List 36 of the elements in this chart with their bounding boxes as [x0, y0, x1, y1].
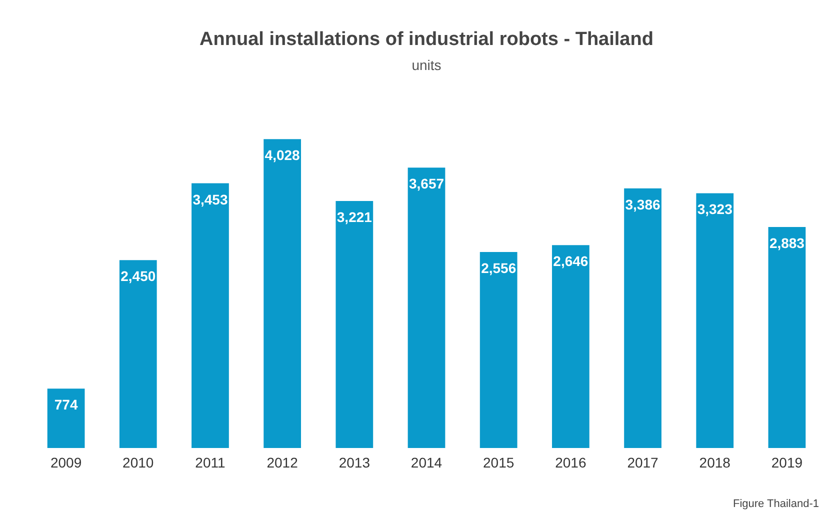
x-tick-label: 2016 — [555, 454, 586, 470]
x-tick-label: 2019 — [771, 454, 803, 470]
x-tick-label: 2010 — [122, 454, 154, 470]
data-label: 3,657 — [408, 176, 444, 192]
x-tick-label: 2015 — [483, 454, 514, 470]
bar — [480, 252, 518, 448]
bar — [192, 183, 229, 448]
bar — [624, 188, 662, 448]
bar — [408, 168, 446, 448]
x-tick-label: 2013 — [338, 454, 370, 470]
bar — [264, 139, 302, 448]
data-label: 3,453 — [192, 191, 228, 208]
bar — [768, 226, 806, 448]
data-label: 3,323 — [697, 201, 733, 218]
bar — [119, 260, 157, 448]
data-label: 2,450 — [120, 268, 156, 284]
data-label: 2,646 — [553, 253, 588, 270]
text: Figure Thailand-1 — [732, 498, 819, 510]
bar — [336, 201, 374, 448]
chart-subtitle: units — [412, 57, 442, 73]
data-label: 4,028 — [264, 147, 300, 164]
chart-title: Annual installations of industrial robots - Thailand — [200, 29, 654, 50]
bar — [552, 245, 590, 448]
data-label: 774 — [54, 396, 78, 413]
x-tick-label: 2018 — [699, 454, 731, 470]
x-tick-label: 2014 — [410, 454, 442, 470]
bar — [47, 388, 85, 448]
x-tick-label: 2012 — [266, 454, 298, 470]
bar — [696, 193, 734, 448]
data-label: 3,221 — [336, 209, 372, 226]
x-tick-label: 2009 — [50, 454, 82, 470]
x-tick-label: 2017 — [627, 454, 659, 470]
data-label: 3,386 — [625, 196, 660, 212]
x-tick-label: 2011 — [195, 454, 226, 470]
data-label: 2,883 — [769, 234, 805, 251]
data-label: 2,556 — [481, 260, 516, 276]
